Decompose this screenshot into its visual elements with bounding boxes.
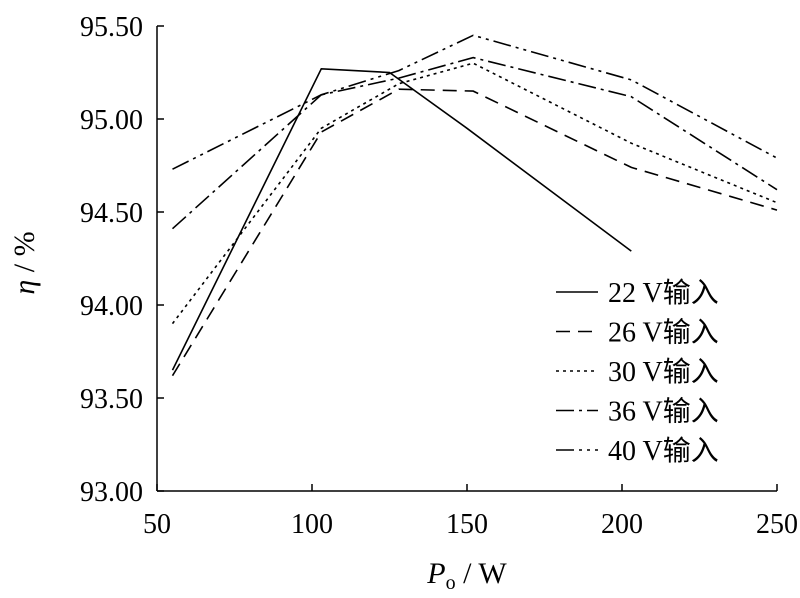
x-tick-label: 150	[446, 509, 488, 540]
legend: 22 V输入 26 V输入 30 V输入 36 V输入 40 V输入	[556, 277, 719, 467]
legend-label-4: 36 V输入	[608, 396, 719, 428]
y-tick-label: 95.50	[80, 12, 143, 43]
x-tick-label: 50	[143, 509, 171, 540]
legend-label-2: 26 V输入	[608, 317, 719, 349]
y-tick-label: 94.50	[80, 198, 143, 229]
series-line-1	[171, 67, 632, 371]
x-axis-unit: / W	[456, 557, 508, 590]
x-axis-symbol: P	[426, 557, 445, 590]
x-tick-label: 200	[601, 509, 643, 540]
series-line-5	[172, 34, 778, 170]
x-tick-label: 250	[756, 509, 798, 540]
x-tick-label: 100	[291, 509, 333, 540]
series-line-4	[171, 56, 778, 230]
series-line-3	[171, 62, 778, 325]
x-axis-label: Po / W	[426, 557, 507, 594]
y-tick-label: 95.00	[80, 105, 143, 136]
legend-label-5: 40 V输入	[608, 435, 719, 467]
x-axis-ticks: 50 100 150 200 250	[143, 484, 798, 540]
series-line-2	[171, 88, 778, 377]
y-axis-ticks: 93.00 93.50 94.00 94.50 95.00 95.50	[80, 12, 164, 508]
legend-label-1: 22 V输入	[608, 277, 719, 309]
y-axis-symbol: η	[8, 280, 41, 295]
series-lines	[171, 34, 778, 377]
y-axis-label: η / %	[8, 231, 41, 294]
x-axis-subscript: o	[446, 572, 456, 594]
y-tick-label: 93.00	[80, 477, 143, 508]
legend-label-3: 30 V输入	[608, 356, 719, 388]
y-axis-unit: / %	[8, 231, 41, 279]
y-tick-label: 94.00	[80, 291, 143, 322]
y-tick-label: 93.50	[80, 384, 143, 415]
